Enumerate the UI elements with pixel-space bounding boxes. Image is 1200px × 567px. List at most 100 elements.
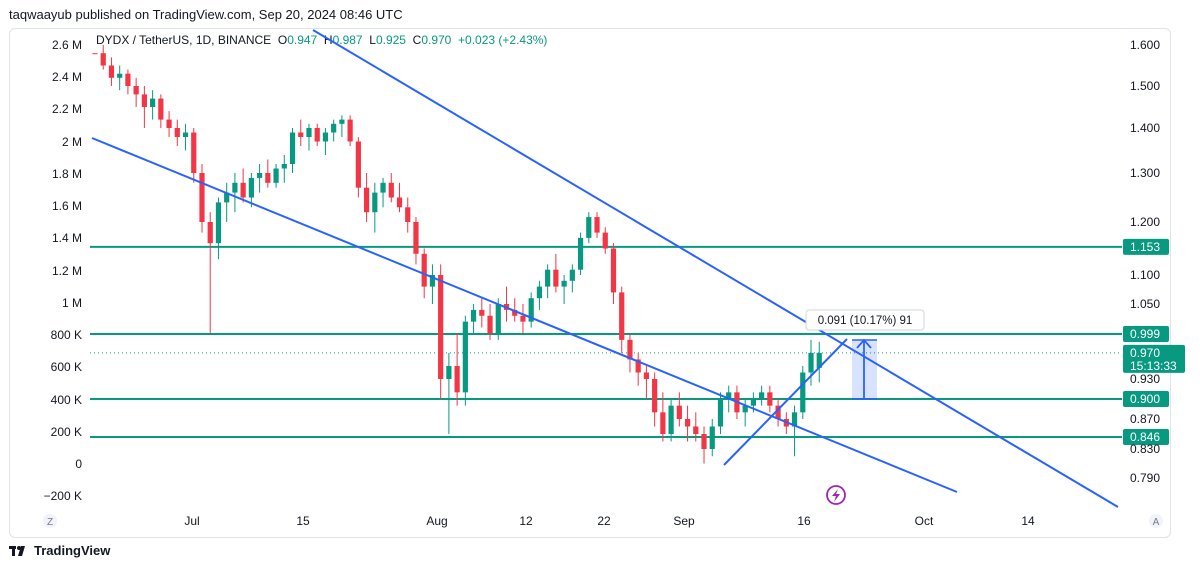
candle[interactable] bbox=[767, 385, 773, 413]
candle[interactable] bbox=[693, 412, 699, 442]
candle[interactable] bbox=[108, 57, 115, 86]
candle[interactable] bbox=[545, 264, 551, 299]
candle-body bbox=[775, 405, 781, 419]
candle[interactable] bbox=[536, 280, 543, 310]
candle[interactable] bbox=[158, 94, 164, 128]
candle[interactable] bbox=[232, 173, 238, 213]
volume-axis-tick: 1.4 M bbox=[52, 231, 82, 245]
candle[interactable] bbox=[257, 164, 263, 193]
candle[interactable] bbox=[479, 298, 485, 328]
candle[interactable] bbox=[684, 405, 691, 442]
candle[interactable] bbox=[610, 243, 617, 304]
candle[interactable] bbox=[133, 77, 139, 107]
candle[interactable] bbox=[701, 426, 707, 464]
candle[interactable] bbox=[380, 177, 386, 208]
candle[interactable] bbox=[676, 392, 682, 427]
candle-body bbox=[413, 222, 419, 254]
candle[interactable] bbox=[363, 173, 370, 222]
candle-body bbox=[668, 405, 674, 434]
candle[interactable] bbox=[808, 339, 814, 386]
candle[interactable] bbox=[668, 399, 674, 442]
candle[interactable] bbox=[791, 405, 798, 457]
candle[interactable] bbox=[635, 352, 641, 386]
candle[interactable] bbox=[117, 65, 123, 91]
candle[interactable] bbox=[289, 128, 296, 173]
candle[interactable] bbox=[561, 275, 567, 304]
candle[interactable] bbox=[717, 392, 724, 434]
candle[interactable] bbox=[619, 286, 625, 353]
price-range-measure[interactable]: 0.091 (10.17%) 91 bbox=[805, 309, 925, 400]
lower-channel-trendline[interactable] bbox=[91, 137, 958, 493]
candle[interactable] bbox=[602, 227, 608, 254]
candle[interactable] bbox=[273, 164, 279, 188]
candle[interactable] bbox=[405, 197, 411, 233]
candle[interactable] bbox=[396, 182, 403, 213]
candle[interactable] bbox=[446, 352, 452, 434]
candle[interactable] bbox=[215, 197, 222, 260]
candle[interactable] bbox=[569, 264, 575, 293]
candle[interactable] bbox=[339, 115, 345, 137]
auto-scale-button[interactable] bbox=[1149, 514, 1163, 528]
candle[interactable] bbox=[462, 315, 468, 406]
candle[interactable] bbox=[347, 115, 353, 146]
candle[interactable] bbox=[503, 286, 510, 322]
candle[interactable] bbox=[191, 128, 197, 183]
candle-body bbox=[248, 177, 254, 198]
candle[interactable] bbox=[438, 264, 444, 399]
volume-axis-tick: 0 bbox=[75, 457, 82, 471]
candle[interactable] bbox=[207, 212, 213, 334]
candle[interactable] bbox=[182, 123, 189, 151]
rising-trendline[interactable] bbox=[723, 338, 848, 466]
candle[interactable] bbox=[520, 304, 526, 334]
candle[interactable] bbox=[487, 304, 493, 340]
candle[interactable] bbox=[742, 399, 748, 427]
candle[interactable] bbox=[709, 419, 715, 457]
candle[interactable] bbox=[240, 168, 246, 203]
candle[interactable] bbox=[594, 212, 600, 238]
candle[interactable] bbox=[100, 45, 106, 70]
candle[interactable] bbox=[470, 304, 477, 334]
candle[interactable] bbox=[314, 123, 320, 146]
candle[interactable] bbox=[816, 341, 822, 383]
candle[interactable] bbox=[224, 182, 230, 222]
candle[interactable] bbox=[759, 385, 765, 406]
candle[interactable] bbox=[322, 128, 329, 155]
candle[interactable] bbox=[627, 333, 633, 373]
candle[interactable] bbox=[150, 90, 156, 120]
candle[interactable] bbox=[577, 232, 584, 275]
candle[interactable] bbox=[586, 212, 592, 244]
candle[interactable] bbox=[306, 123, 312, 151]
candle[interactable] bbox=[125, 69, 131, 95]
candle[interactable] bbox=[174, 119, 180, 146]
candle[interactable] bbox=[372, 182, 378, 233]
candle-body bbox=[207, 222, 213, 244]
candle[interactable] bbox=[413, 217, 419, 265]
candle[interactable] bbox=[454, 333, 460, 406]
lightning-icon[interactable] bbox=[826, 485, 846, 505]
candle[interactable] bbox=[652, 372, 658, 427]
candle[interactable] bbox=[92, 53, 98, 61]
candle[interactable] bbox=[141, 86, 147, 128]
candle[interactable] bbox=[265, 159, 271, 188]
candle-body bbox=[684, 419, 691, 427]
candle[interactable] bbox=[199, 164, 205, 233]
candle-body bbox=[372, 192, 378, 213]
candle[interactable] bbox=[429, 264, 436, 304]
candle[interactable] bbox=[388, 173, 394, 203]
candle[interactable] bbox=[248, 173, 254, 208]
timezone-button[interactable] bbox=[43, 514, 57, 528]
candle[interactable] bbox=[355, 137, 361, 198]
candle[interactable] bbox=[660, 392, 666, 442]
candle[interactable] bbox=[528, 292, 534, 328]
candle[interactable] bbox=[166, 111, 172, 137]
candle[interactable] bbox=[800, 365, 806, 419]
candle[interactable] bbox=[775, 399, 781, 427]
candle-body bbox=[322, 132, 329, 142]
candle[interactable] bbox=[298, 119, 304, 146]
upper-channel-trendline[interactable] bbox=[312, 29, 1119, 508]
candle[interactable] bbox=[643, 365, 650, 399]
candle[interactable] bbox=[553, 253, 559, 293]
candle[interactable] bbox=[281, 155, 287, 183]
candle[interactable] bbox=[331, 119, 337, 142]
